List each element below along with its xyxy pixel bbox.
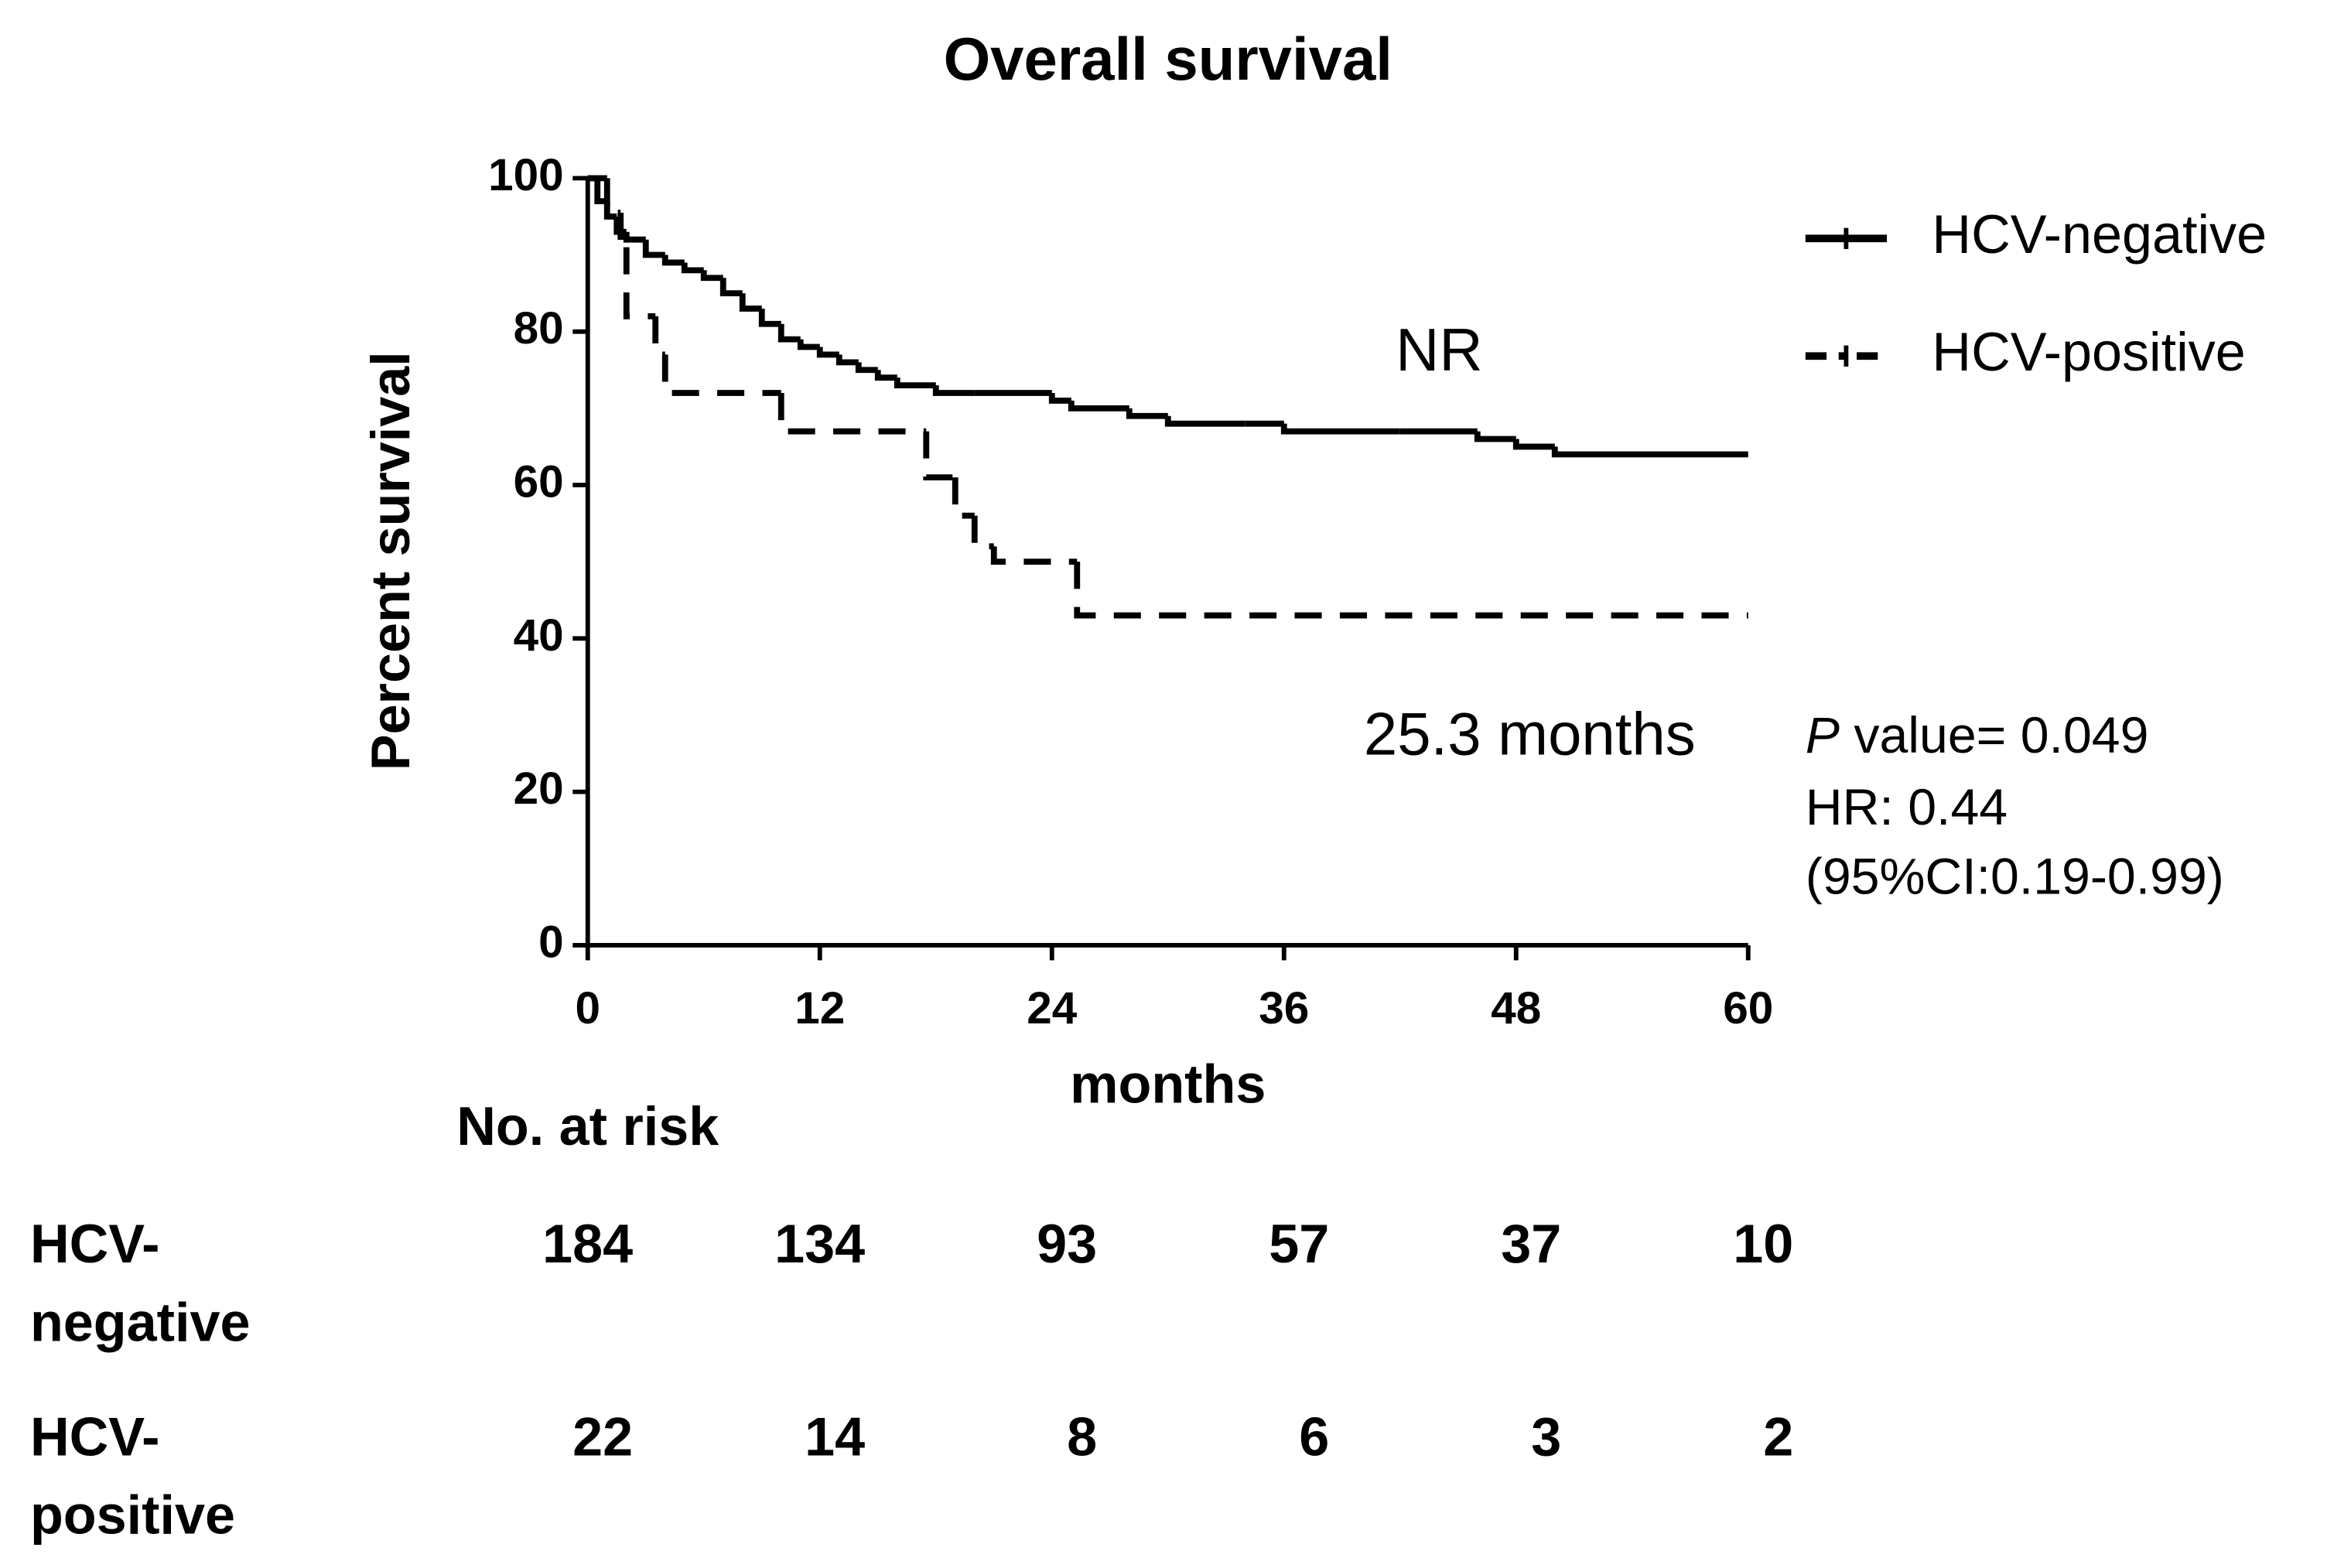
survival-step <box>874 370 897 381</box>
risk-count: 134 <box>774 1214 865 1274</box>
risk-count: 37 <box>1501 1214 1561 1274</box>
risk-row-name: HCV- <box>30 1406 160 1467</box>
legend-label: HCV-negative <box>1932 204 2267 265</box>
risk-count: 184 <box>542 1214 633 1274</box>
survival-step <box>652 316 665 358</box>
y-tick-label: 80 <box>514 303 564 354</box>
p-symbol: P <box>1806 707 1840 764</box>
survival-step <box>1048 393 1071 404</box>
risk-row-name: positive <box>30 1485 235 1546</box>
survival-step <box>816 347 839 358</box>
survival-step <box>623 247 656 319</box>
legend-label: HCV-positive <box>1932 322 2245 382</box>
y-tick-label: 100 <box>488 150 564 200</box>
p-value: P value= 0.049 <box>1806 707 2149 764</box>
p-text: value= 0.049 <box>1854 707 2148 764</box>
survival-step <box>971 515 994 550</box>
risk-count: 14 <box>805 1406 865 1467</box>
survival-step <box>1126 408 1168 419</box>
y-axis-label: Percent survival <box>361 351 421 770</box>
risk-count: 93 <box>1037 1214 1097 1274</box>
survival-step <box>1512 439 1555 450</box>
survival-step <box>661 255 685 266</box>
survival-step <box>642 239 665 258</box>
risk-count: 8 <box>1067 1406 1097 1467</box>
survival-step <box>894 377 936 388</box>
chart-title: Overall survival <box>944 25 1392 93</box>
median-label: 25.3 months <box>1364 700 1696 768</box>
x-tick-label: 60 <box>1723 983 1773 1033</box>
survival-step <box>990 546 1078 565</box>
risk-row-name: HCV- <box>30 1214 160 1274</box>
survival-step <box>777 323 801 343</box>
survival-step <box>661 354 781 396</box>
risk-count: 2 <box>1763 1406 1793 1467</box>
risk-row-name: negative <box>30 1292 251 1352</box>
x-tick-label: 24 <box>1027 983 1078 1033</box>
confidence-interval: (95%CI:0.19-0.99) <box>1806 849 2224 906</box>
survival-step <box>719 278 743 297</box>
survival-step <box>594 178 607 205</box>
survival-step <box>1068 400 1129 412</box>
survival-step <box>952 477 975 519</box>
y-tick-label: 0 <box>538 917 564 967</box>
survival-step <box>623 231 646 243</box>
survival-step <box>1074 562 1748 619</box>
survival-step <box>777 393 927 435</box>
median-label: NR <box>1396 316 1483 384</box>
survival-step <box>1280 423 1400 435</box>
y-tick-label: 60 <box>514 456 564 507</box>
y-tick-label: 20 <box>514 764 564 814</box>
x-tick-label: 0 <box>575 983 600 1033</box>
x-axis-label: months <box>1070 1054 1266 1115</box>
x-tick-label: 12 <box>794 983 845 1033</box>
x-tick-label: 36 <box>1259 983 1309 1033</box>
risk-count: 57 <box>1269 1214 1329 1274</box>
survival-step <box>1551 446 1748 458</box>
survival-step <box>603 178 621 216</box>
survival-step <box>1164 415 1246 427</box>
risk-count: 6 <box>1299 1406 1329 1467</box>
hazard-ratio: HR: 0.44 <box>1806 779 2008 836</box>
survival-step <box>758 308 781 327</box>
survival-step <box>1474 431 1516 442</box>
survival-step <box>923 431 955 480</box>
survival-step <box>835 354 859 366</box>
y-tick-label: 40 <box>514 610 564 661</box>
survival-step <box>700 270 723 282</box>
survival-step <box>797 339 820 350</box>
survival-step <box>603 201 617 220</box>
x-tick-label: 48 <box>1491 983 1541 1033</box>
risk-count: 3 <box>1531 1406 1561 1467</box>
risk-table-title: No. at risk <box>456 1096 719 1156</box>
survival-step <box>617 212 627 251</box>
survival-step <box>739 293 762 312</box>
risk-count: 22 <box>572 1406 633 1467</box>
risk-count: 10 <box>1733 1214 1793 1274</box>
survival-step <box>932 385 975 396</box>
survival-step <box>855 362 878 374</box>
survival-step <box>681 262 704 274</box>
